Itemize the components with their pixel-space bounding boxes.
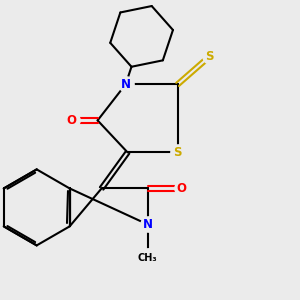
Text: S: S [173,146,182,159]
Text: O: O [67,114,76,127]
Text: N: N [121,78,130,91]
Text: S: S [205,50,214,63]
Text: CH₃: CH₃ [138,254,158,263]
Text: O: O [177,182,187,195]
Text: N: N [142,218,153,231]
